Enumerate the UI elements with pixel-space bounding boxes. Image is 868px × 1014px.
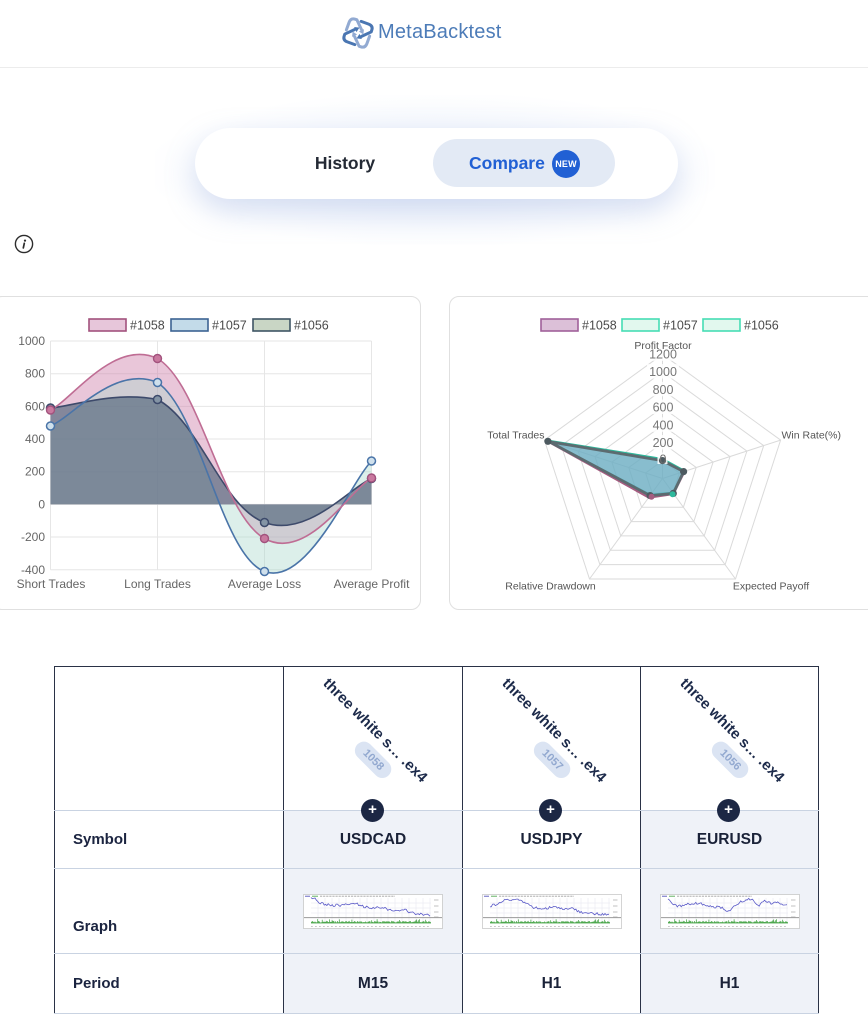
svg-text:#1058: #1058 <box>130 319 165 333</box>
svg-text:400: 400 <box>25 432 45 446</box>
svg-text:0: 0 <box>38 497 45 511</box>
svg-text:200: 200 <box>25 465 45 479</box>
svg-text:#1057: #1057 <box>212 319 247 333</box>
svg-text:#1056: #1056 <box>744 319 779 333</box>
svg-text:600: 600 <box>653 401 674 415</box>
svg-text:Profit Factor: Profit Factor <box>634 340 692 352</box>
svg-text:1000: 1000 <box>18 334 45 348</box>
svg-text:Short Trades: Short Trades <box>17 577 86 591</box>
svg-text:#1057: #1057 <box>663 319 698 333</box>
svg-text:Long Trades: Long Trades <box>124 577 191 591</box>
svg-text:Total Trades: Total Trades <box>487 430 544 442</box>
svg-text:600: 600 <box>25 399 45 413</box>
svg-text:800: 800 <box>653 383 674 397</box>
svg-text:1200: 1200 <box>649 347 677 361</box>
svg-text:0: 0 <box>660 453 667 467</box>
svg-text:-200: -200 <box>21 530 45 544</box>
svg-text:#1056: #1056 <box>294 319 329 333</box>
svg-text:Relative Drawdown: Relative Drawdown <box>505 581 596 593</box>
svg-text:800: 800 <box>25 367 45 381</box>
svg-text:#1058: #1058 <box>582 319 617 333</box>
svg-text:Expected Payoff: Expected Payoff <box>733 581 809 593</box>
svg-text:200: 200 <box>653 436 674 450</box>
svg-text:Average Loss: Average Loss <box>228 577 301 591</box>
svg-text:-400: -400 <box>21 563 45 577</box>
svg-text:400: 400 <box>653 418 674 432</box>
svg-text:Win Rate(%): Win Rate(%) <box>782 430 842 442</box>
svg-text:1000: 1000 <box>649 365 677 379</box>
svg-text:Average Profit: Average Profit <box>334 577 410 591</box>
